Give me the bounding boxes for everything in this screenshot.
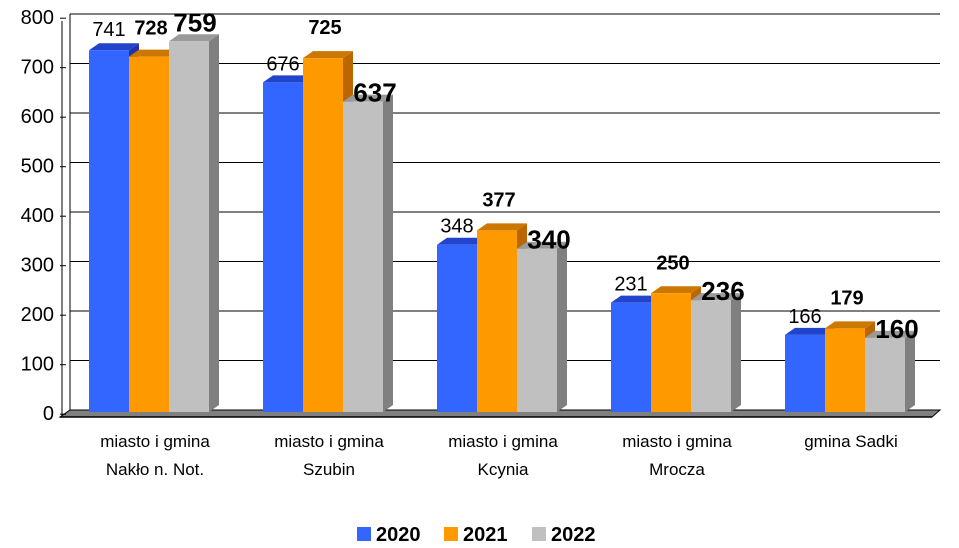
data-label-2022: 759 <box>173 7 216 37</box>
x-tick-label: Kcynia <box>477 460 529 479</box>
grid-corner <box>64 212 70 216</box>
bar-top-2020 <box>89 43 139 51</box>
bar-top-2021 <box>477 223 527 231</box>
bar-top-2020 <box>437 237 487 245</box>
legend-label-2022: 2022 <box>551 524 596 546</box>
bar-2021 <box>651 293 691 412</box>
data-label-2021: 725 <box>308 17 341 39</box>
bar-2020 <box>437 244 477 412</box>
grid-corner <box>64 361 70 365</box>
bar-2021 <box>825 328 865 412</box>
bar-top-2021 <box>651 286 701 294</box>
x-tick-label: miasto i gmina <box>622 432 732 451</box>
bar-2021 <box>303 58 343 412</box>
data-label-2022: 340 <box>527 225 570 255</box>
y-tick-label: 400 <box>21 205 54 227</box>
bar-2022 <box>343 101 383 412</box>
bar-top-2020 <box>611 295 661 303</box>
bar-2021 <box>477 230 517 412</box>
bar-2022 <box>169 41 209 413</box>
bar-2021 <box>129 56 169 412</box>
bar-side-2022 <box>383 94 393 412</box>
grid-corner <box>64 311 70 315</box>
bar-top-2022 <box>343 94 393 102</box>
x-tick-label: gmina Sadki <box>804 432 898 451</box>
bar-2022 <box>865 337 905 412</box>
y-tick-label: 800 <box>21 7 54 29</box>
x-tick-label: miasto i gmina <box>274 432 384 451</box>
bar-top-2021 <box>303 51 353 59</box>
legend-label-2020: 2020 <box>376 524 421 546</box>
bar-top-2022 <box>691 293 741 301</box>
bar-2020 <box>785 334 825 412</box>
y-tick-label: 200 <box>21 304 54 326</box>
bar-side-2022 <box>731 293 741 412</box>
y-tick-label: 600 <box>21 106 54 128</box>
data-label-2020: 166 <box>788 306 821 328</box>
data-label-2021: 250 <box>656 252 689 274</box>
x-tick-label: miasto i gmina <box>100 432 210 451</box>
y-tick-label: 300 <box>21 254 54 276</box>
bar-top-2020 <box>785 327 835 335</box>
bar-2020 <box>611 302 651 412</box>
y-tick-label: 0 <box>43 403 54 425</box>
x-tick-label: Szubin <box>303 460 355 479</box>
bar-top-2022 <box>865 330 915 338</box>
bar-2022 <box>691 300 731 412</box>
bar-side-2022 <box>209 34 219 413</box>
legend: 2020 2021 2022 <box>357 524 596 546</box>
data-label-2020: 231 <box>614 274 647 296</box>
grid-corner <box>64 163 70 167</box>
bar-top-2021 <box>129 49 179 57</box>
data-label-2021: 728 <box>134 18 167 40</box>
y-tick-label: 700 <box>21 56 54 78</box>
bar-2022 <box>517 248 557 412</box>
data-label-2021: 179 <box>830 287 863 309</box>
bar-top-2022 <box>517 241 567 249</box>
legend-swatch-2021 <box>444 527 458 541</box>
data-label-2022: 160 <box>875 314 918 344</box>
data-label-2022: 236 <box>701 276 744 306</box>
grid-corner <box>64 262 70 266</box>
bars <box>89 34 915 413</box>
legend-swatch-2020 <box>357 527 371 541</box>
legend-swatch-2022 <box>532 527 546 541</box>
x-axis: miasto i gmina Nakło n. Not. miasto i gmin… <box>60 416 932 479</box>
bar-top-2022 <box>169 34 219 42</box>
grid-corner <box>64 64 70 68</box>
data-labels: 741 728 759 676 725 637 348 377 340 231 250 236 166 1… <box>92 7 918 344</box>
x-tick-label: Nakło n. Not. <box>106 460 204 479</box>
y-axis: 0 100 200 300 400 500 600 700 800 <box>21 7 71 425</box>
bar-top-2021 <box>825 321 875 329</box>
legend-label-2021: 2021 <box>463 524 508 546</box>
bar-top-2020 <box>263 75 313 83</box>
data-label-2020: 741 <box>92 19 125 41</box>
data-label-2022: 637 <box>353 78 396 108</box>
x-tick-label: miasto i gmina <box>448 432 558 451</box>
bar-side-2022 <box>557 241 567 412</box>
data-label-2020: 676 <box>266 53 299 75</box>
bar-2020 <box>89 50 129 413</box>
grid-corner <box>64 113 70 117</box>
x-tick-label: Mrocza <box>649 460 705 479</box>
y-tick-label: 100 <box>21 353 54 375</box>
y-tick-label: 500 <box>21 155 54 177</box>
grid-corner <box>64 14 70 18</box>
bar-side-2022 <box>905 330 915 412</box>
data-label-2020: 348 <box>440 216 473 238</box>
bar-2020 <box>263 82 303 412</box>
data-label-2021: 377 <box>482 189 515 211</box>
